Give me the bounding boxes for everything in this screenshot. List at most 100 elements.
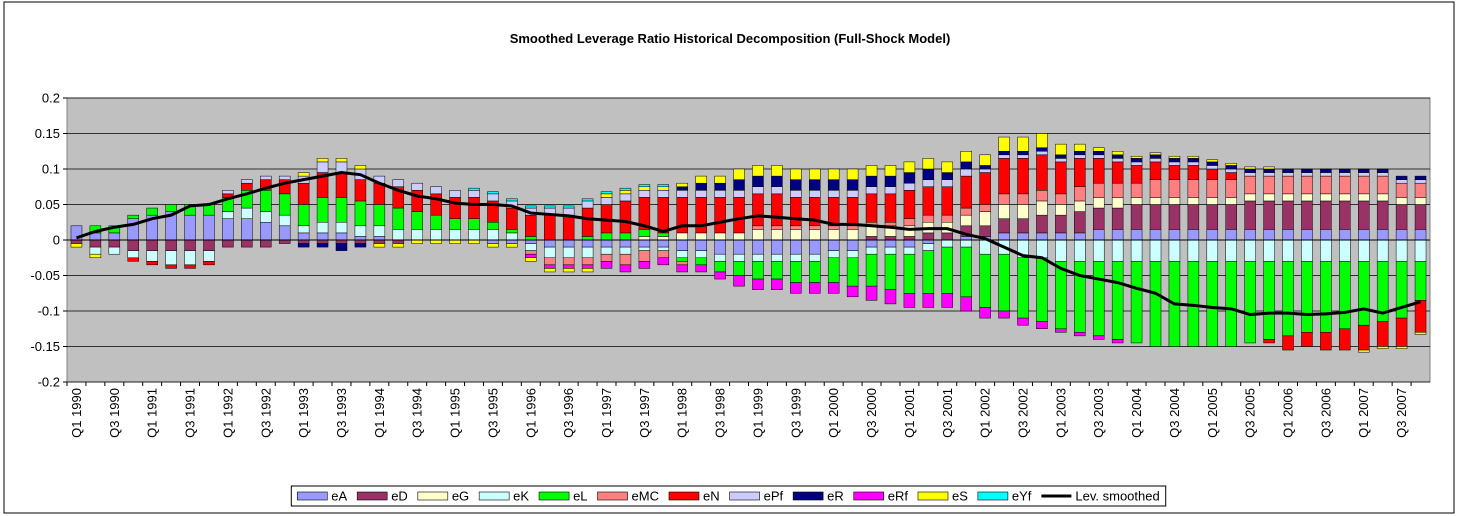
bar-segment xyxy=(1395,346,1408,349)
bar-segment xyxy=(260,175,272,180)
bar-segment xyxy=(1320,175,1332,195)
bar-segment xyxy=(1320,168,1332,173)
bar-segment xyxy=(354,200,367,227)
bar-segment xyxy=(373,236,386,241)
bar-segment xyxy=(1225,168,1237,173)
bar-segment xyxy=(1282,335,1294,351)
bar-segment xyxy=(1339,168,1351,173)
x-tick-label: Q3 1997 xyxy=(637,388,652,438)
bar-segment xyxy=(1263,168,1275,173)
bar-segment xyxy=(865,236,878,241)
bar-segment xyxy=(865,165,878,177)
legend-symbol xyxy=(417,491,449,501)
bar-segment xyxy=(1244,239,1256,262)
x-tick-label: Q1 1991 xyxy=(145,388,160,438)
bar-segment xyxy=(581,198,594,202)
bar-segment xyxy=(790,190,802,198)
bar-segment xyxy=(733,261,745,276)
bar-segment xyxy=(1376,200,1389,230)
bar-segment xyxy=(771,165,783,177)
bar-segment xyxy=(865,175,878,188)
bar-segment xyxy=(1225,204,1237,230)
bar-segment xyxy=(1358,193,1370,202)
bar-segment xyxy=(1168,165,1181,180)
bar-segment xyxy=(260,239,272,248)
bar-segment xyxy=(1168,155,1181,159)
bar-segment xyxy=(1055,143,1067,156)
bar-segment xyxy=(1282,172,1294,177)
bar-segment xyxy=(1036,239,1048,258)
bar-segment xyxy=(1149,204,1162,230)
bar-segment xyxy=(1263,175,1275,195)
bar-segment xyxy=(1263,166,1275,170)
bar-segment xyxy=(676,232,688,241)
bar-segment xyxy=(1036,133,1048,148)
bar-segment xyxy=(449,190,461,198)
bar-segment xyxy=(203,214,215,241)
bar-segment xyxy=(1339,229,1351,241)
bar-segment xyxy=(430,186,442,195)
bar-segment xyxy=(827,229,840,241)
bar-segment xyxy=(468,187,480,191)
bar-segment xyxy=(146,250,158,262)
bar-segment xyxy=(335,243,348,251)
bar-segment xyxy=(1187,239,1200,262)
bar-segment xyxy=(411,229,423,241)
bar-segment xyxy=(1017,154,1029,159)
bar-segment xyxy=(752,193,764,227)
bar-segment xyxy=(1263,200,1275,230)
bar-segment xyxy=(619,200,632,234)
bar-segment xyxy=(638,261,651,269)
bar-segment xyxy=(714,232,726,241)
bar-segment xyxy=(998,232,1010,241)
bar-segment xyxy=(600,239,613,248)
bar-segment xyxy=(411,239,423,244)
bar-segment xyxy=(127,257,139,262)
bar-segment xyxy=(1055,193,1067,205)
legend-label: eMC xyxy=(632,489,659,504)
bar-segment xyxy=(903,218,916,227)
bar-segment xyxy=(108,232,121,241)
bar-segment xyxy=(411,182,423,191)
bar-segment xyxy=(184,264,196,269)
bar-segment xyxy=(638,246,651,251)
bar-segment xyxy=(1168,179,1181,198)
legend-label: eK xyxy=(513,489,529,504)
bar-segment xyxy=(316,222,329,234)
bar-segment xyxy=(998,310,1010,319)
bar-segment xyxy=(676,190,688,198)
bar-segment xyxy=(581,264,594,269)
bar-segment xyxy=(1187,161,1200,166)
bar-segment xyxy=(1111,239,1124,262)
bar-segment xyxy=(1206,165,1219,170)
bar-segment xyxy=(1244,193,1256,202)
bar-segment xyxy=(297,239,310,244)
bar-segment xyxy=(354,243,367,248)
bar-segment xyxy=(941,232,954,241)
bar-segment xyxy=(884,236,897,241)
bar-segment xyxy=(1225,165,1237,170)
bar-segment xyxy=(979,307,991,319)
legend-symbol xyxy=(296,491,328,501)
bar-segment xyxy=(922,239,935,244)
bar-segment xyxy=(562,246,575,259)
bar-segment xyxy=(809,179,821,191)
legend-label: eG xyxy=(452,489,469,504)
bar-segment xyxy=(1301,200,1313,230)
bar-segment xyxy=(1074,158,1086,188)
bar-segment xyxy=(1130,182,1143,198)
bar-segment xyxy=(146,207,158,216)
bar-segment xyxy=(449,239,461,244)
bar-segment xyxy=(1301,332,1313,347)
bar-segment xyxy=(979,225,991,237)
bar-segment xyxy=(1074,151,1086,156)
bar-segment xyxy=(903,172,916,184)
bar-segment xyxy=(979,204,991,212)
bar-segment xyxy=(619,253,632,266)
bar-segment xyxy=(979,172,991,205)
bar-segment xyxy=(771,229,783,241)
bar-segment xyxy=(676,186,688,191)
legend-label: eD xyxy=(391,489,408,504)
bar-segment xyxy=(127,239,139,251)
bar-segment xyxy=(1130,161,1143,166)
